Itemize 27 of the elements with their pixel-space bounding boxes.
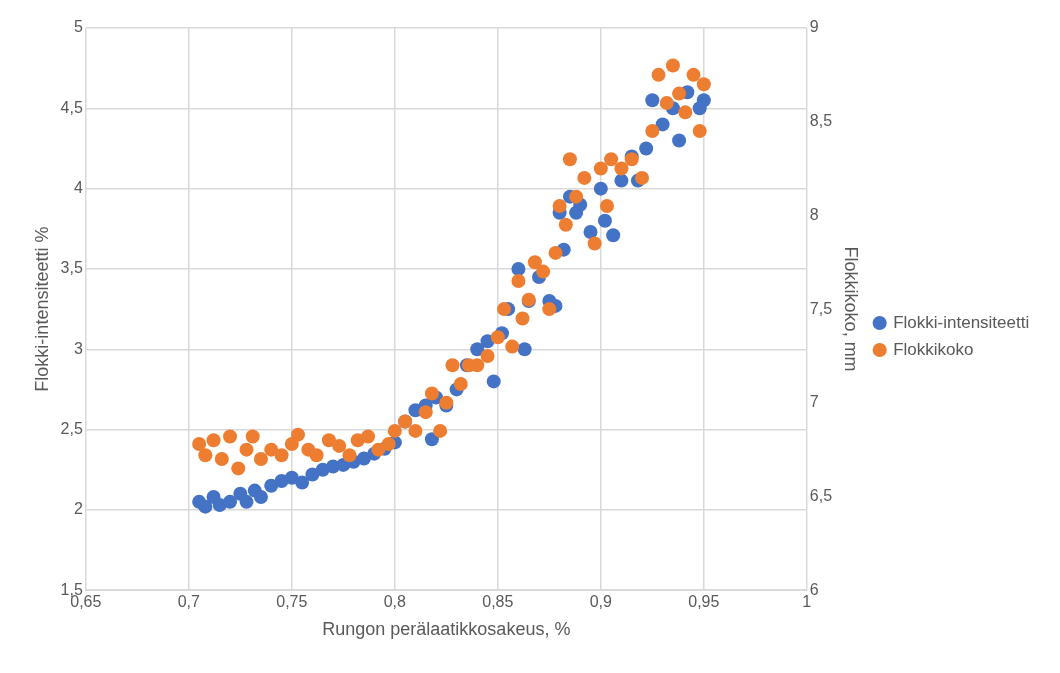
legend-label: Flokkikoko xyxy=(893,339,974,359)
y-tick-label: 2 xyxy=(73,500,83,518)
x-axis-title: Rungon perälaatikkosakeus, % xyxy=(322,619,571,640)
x-tick-label: 0,7 xyxy=(177,593,201,611)
y2-tick-label: 8,5 xyxy=(809,112,833,130)
y2-axis-title: Flokkikoko, mm xyxy=(840,246,861,372)
y2-tick-label: 7,5 xyxy=(809,299,833,317)
y-tick-label: 5 xyxy=(73,18,83,36)
y-tick-label: 4 xyxy=(73,179,83,197)
y-axis-title: Flokki-intensiteetti % xyxy=(31,226,52,392)
x-tick-label: 0,75 xyxy=(276,593,308,611)
y2-tick-label: 6 xyxy=(809,580,819,598)
y-tick-label: 2,5 xyxy=(60,419,83,437)
y-tick-label: 3,5 xyxy=(60,259,83,277)
x-tick-label: 0,8 xyxy=(383,593,407,611)
y2-tick-label: 8 xyxy=(809,205,819,223)
y2-tick-label: 7 xyxy=(809,393,819,411)
x-tick-label: 0,95 xyxy=(688,593,720,611)
x-tick-label: 0,85 xyxy=(482,593,514,611)
x-tick-label: 0,9 xyxy=(589,593,613,611)
y2-tick-label: 9 xyxy=(809,18,819,36)
y-tick-label: 1,5 xyxy=(60,580,83,598)
legend-label: Flokki-intensiteetti xyxy=(893,312,1030,332)
x-tick-label: 1 xyxy=(802,593,812,611)
y2-tick-label: 6,5 xyxy=(809,486,833,504)
y-tick-label: 4,5 xyxy=(60,98,83,116)
y-tick-label: 3 xyxy=(73,339,83,357)
